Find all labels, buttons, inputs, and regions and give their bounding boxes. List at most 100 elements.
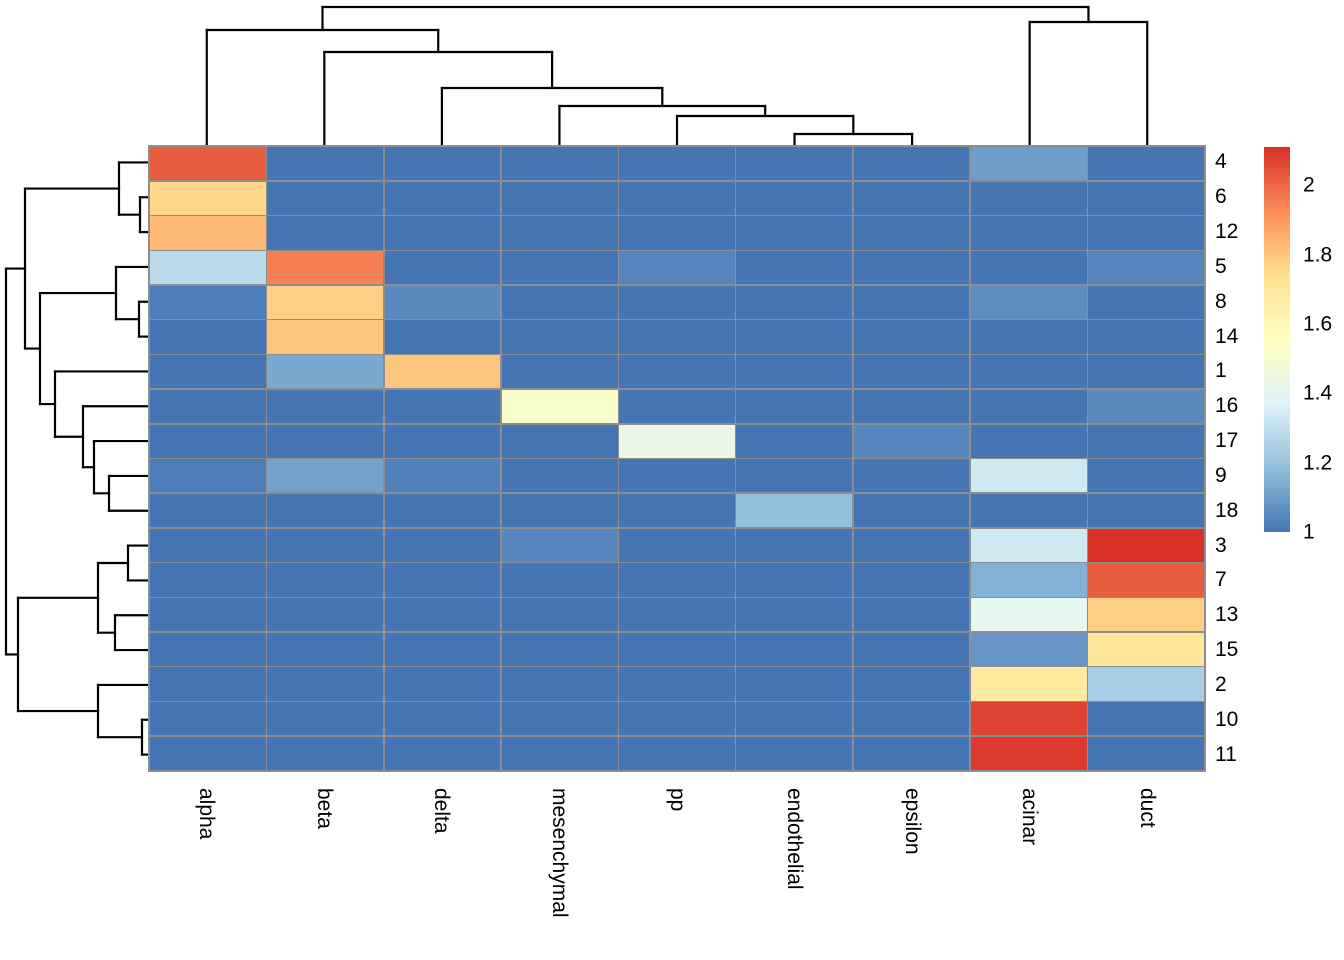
heatmap-cell — [384, 147, 501, 181]
heatmap-cell — [970, 459, 1087, 493]
heatmap-cell — [267, 147, 384, 181]
heatmap-cell — [1088, 632, 1204, 666]
heatmap-cell — [150, 563, 266, 597]
heatmap-cell — [267, 563, 384, 597]
heatmap-cell — [970, 355, 1087, 389]
heatmap-cell — [150, 493, 266, 528]
legend-tick-label: 1.8 — [1303, 243, 1333, 267]
row-label: 18 — [1215, 498, 1239, 522]
heatmap-cell — [853, 181, 970, 215]
heatmap-cell — [501, 459, 618, 493]
heatmap-cell — [736, 320, 853, 354]
heatmap-cell — [619, 459, 735, 493]
heatmap-cell — [384, 181, 501, 215]
column-label: mesenchymal — [547, 788, 571, 918]
heatmap-cell — [619, 736, 735, 770]
heatmap-cell — [619, 320, 735, 354]
heatmap-cell — [267, 528, 384, 562]
heatmap-cell — [853, 389, 970, 424]
heatmap-cell — [384, 320, 501, 354]
column-label: duct — [1135, 788, 1159, 828]
heatmap-cell — [970, 667, 1087, 701]
heatmap-cell — [501, 563, 618, 597]
heatmap-cell — [970, 147, 1087, 181]
row-label: 2 — [1215, 672, 1227, 696]
heatmap-cell — [619, 667, 735, 701]
heatmap-cell — [736, 563, 853, 597]
heatmap-cell — [853, 667, 970, 701]
heatmap-cell — [501, 147, 618, 181]
heatmap-cell — [267, 181, 384, 215]
heatmap-cell — [736, 667, 853, 701]
heatmap-cell — [1088, 285, 1204, 319]
heatmap-cell — [853, 493, 970, 528]
heatmap-cell — [384, 528, 501, 562]
heatmap-cell — [736, 389, 853, 424]
row-label: 3 — [1215, 533, 1227, 557]
heatmap-cell — [1088, 736, 1204, 770]
column-label: endothelial — [783, 788, 807, 890]
row-label: 16 — [1215, 394, 1239, 418]
heatmap-cell — [736, 216, 853, 250]
heatmap-cell — [1088, 667, 1204, 701]
heatmap-cell — [736, 355, 853, 389]
heatmap-cell — [970, 736, 1087, 770]
heatmap-cell — [619, 563, 735, 597]
row-label: 15 — [1215, 638, 1239, 662]
heatmap-cell — [619, 251, 735, 285]
heatmap-cell — [267, 389, 384, 424]
heatmap-cell — [150, 667, 266, 701]
heatmap-cell — [384, 736, 501, 770]
column-label: alpha — [195, 788, 219, 840]
heatmap-cell — [384, 355, 501, 389]
row-label: 6 — [1215, 185, 1227, 209]
heatmap-cell — [501, 598, 618, 632]
heatmap-cell — [501, 389, 618, 424]
heatmap-cell — [267, 702, 384, 736]
heatmap-cell — [501, 285, 618, 319]
heatmap-cell — [150, 702, 266, 736]
heatmap-cell — [150, 459, 266, 493]
heatmap-cell — [501, 702, 618, 736]
heatmap-cell — [1088, 424, 1204, 458]
column-label: acinar — [1018, 788, 1042, 846]
heatmap-cell — [267, 355, 384, 389]
heatmap-cell — [501, 251, 618, 285]
heatmap-cell — [619, 528, 735, 562]
heatmap-cell — [384, 285, 501, 319]
heatmap-cell — [619, 355, 735, 389]
heatmap-cell — [384, 702, 501, 736]
row-label: 11 — [1215, 742, 1237, 766]
legend-tick-label: 1.6 — [1303, 312, 1333, 336]
column-dendrogram — [205, 5, 1149, 146]
heatmap-cell — [970, 251, 1087, 285]
heatmap-cell — [150, 598, 266, 632]
row-label: 10 — [1215, 707, 1239, 731]
heatmap-cell — [150, 320, 266, 354]
heatmap-cell — [619, 424, 735, 458]
heatmap-cell — [619, 389, 735, 424]
heatmap-cell — [1088, 355, 1204, 389]
heatmap-cell — [1088, 251, 1204, 285]
heatmap-cell — [736, 632, 853, 666]
row-label: 14 — [1215, 324, 1239, 348]
heatmap-cell — [1088, 528, 1204, 562]
heatmap-cell — [619, 632, 735, 666]
heatmap-cell — [501, 216, 618, 250]
heatmap-cell — [267, 632, 384, 666]
heatmap-cell — [1088, 702, 1204, 736]
heatmap-cell — [150, 736, 266, 770]
row-dendrogram — [4, 161, 149, 756]
heatmap-cell — [970, 632, 1087, 666]
row-label: 7 — [1215, 568, 1227, 592]
heatmap-cell — [970, 702, 1087, 736]
heatmap-cell — [736, 736, 853, 770]
heatmap-cell — [970, 493, 1087, 528]
heatmap-cell — [384, 632, 501, 666]
heatmap-cell — [267, 424, 384, 458]
heatmap-cell — [853, 424, 970, 458]
row-label: 13 — [1215, 603, 1239, 627]
heatmap-cell — [267, 736, 384, 770]
heatmap-cell — [736, 702, 853, 736]
